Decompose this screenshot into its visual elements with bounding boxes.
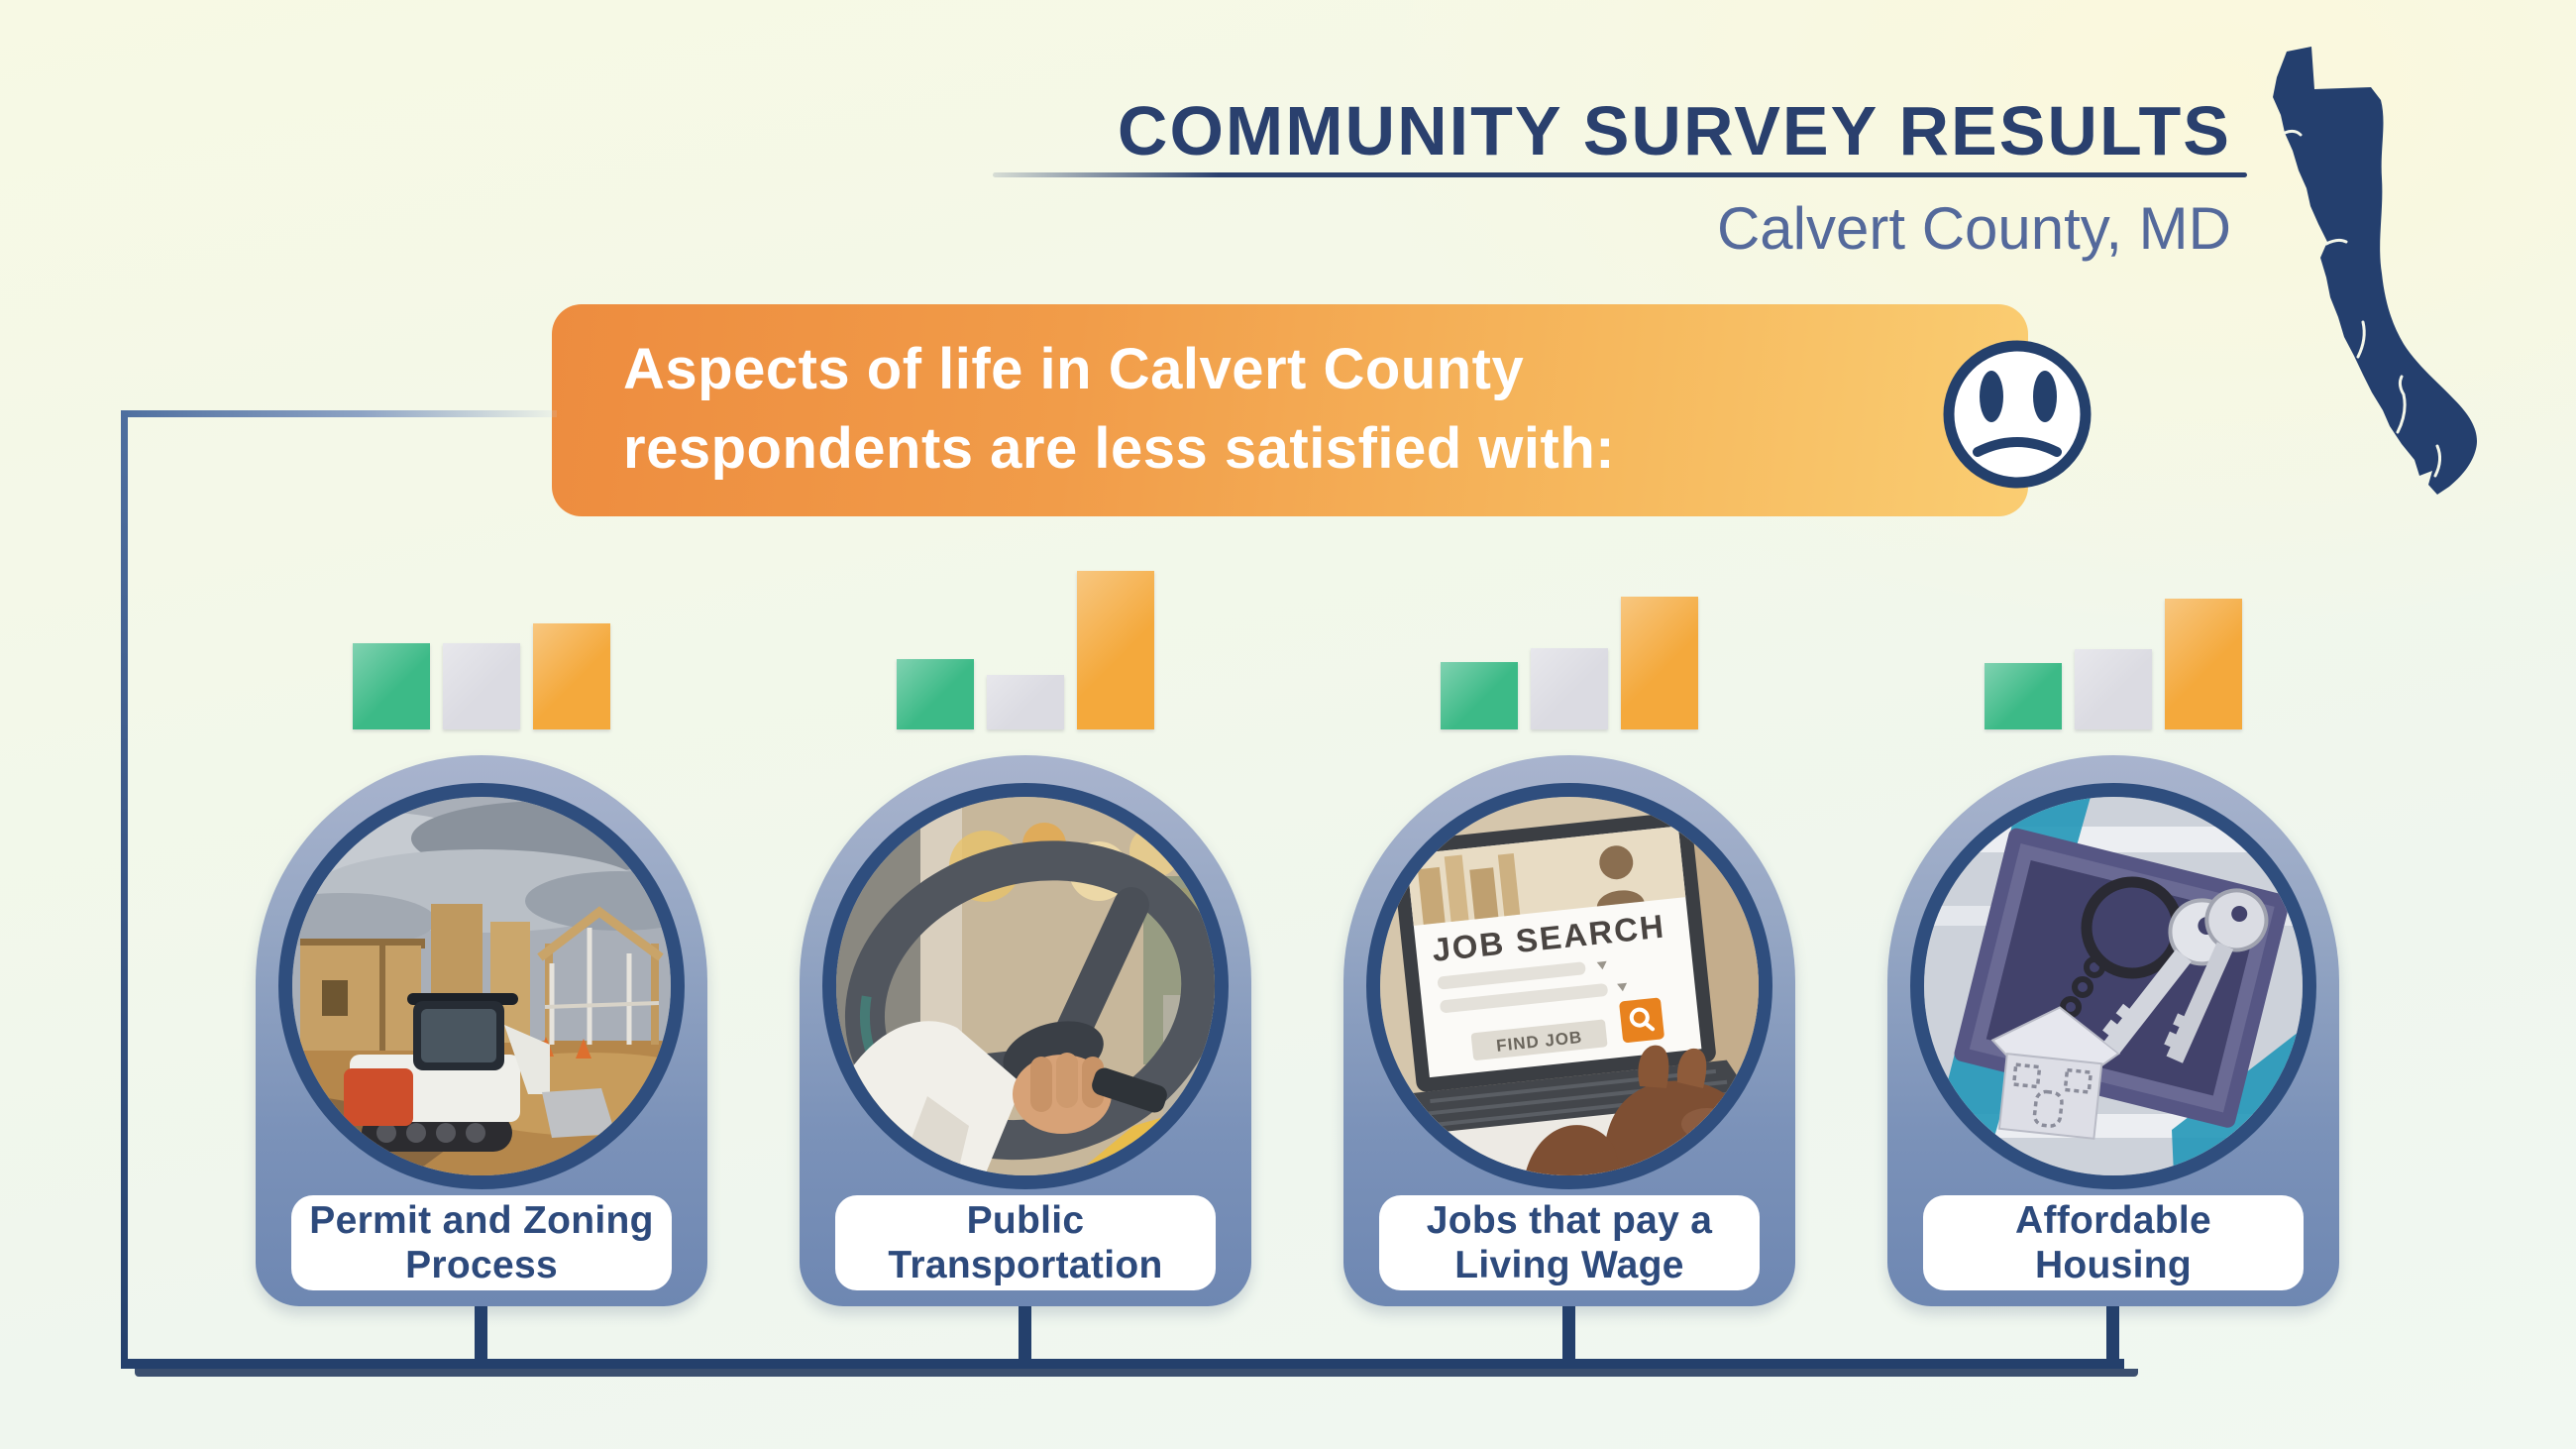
card-photo-frame: JOB SEARCH FIND JOB bbox=[1366, 783, 1772, 1189]
bar-orange bbox=[1621, 597, 1698, 729]
card-label-line-1: Public bbox=[966, 1198, 1085, 1242]
construction-site-photo bbox=[292, 797, 671, 1175]
connector-top-line bbox=[121, 410, 557, 417]
connector-bottom-line bbox=[121, 1359, 2124, 1369]
card-label-line-1: Permit and Zoning bbox=[309, 1198, 654, 1242]
card-label: Permit and Zoning Process bbox=[291, 1195, 672, 1290]
mini-bar-chart bbox=[1441, 561, 1698, 729]
headline-banner: Aspects of life in Calvert County respon… bbox=[552, 304, 2028, 516]
card-connector-stem bbox=[2106, 1306, 2119, 1368]
headline-line-1: Aspects of life in Calvert County bbox=[623, 337, 1525, 401]
card-connector-stem bbox=[475, 1306, 487, 1368]
headline-line-2: respondents are less satisfied with: bbox=[623, 416, 1616, 482]
card-photo-frame bbox=[1910, 783, 2316, 1189]
connector-left-line bbox=[121, 410, 128, 1365]
header-divider bbox=[993, 172, 2247, 177]
bar-green bbox=[897, 659, 974, 729]
bus-steering-wheel-photo bbox=[836, 797, 1215, 1175]
house-keychain-keys-photo bbox=[1924, 797, 2303, 1175]
river-inlets bbox=[2283, 129, 2442, 478]
card-public-transportation: Public Transportation bbox=[800, 561, 1251, 1369]
bar-orange bbox=[2165, 599, 2242, 729]
card-photo-frame bbox=[278, 783, 685, 1189]
card-living-wage-jobs: JOB SEARCH FIND JOB bbox=[1343, 561, 1795, 1369]
bar-orange bbox=[1077, 571, 1154, 729]
card-label-line-2: Living Wage bbox=[1454, 1244, 1684, 1286]
page-title: COMMUNITY SURVEY RESULTS bbox=[1117, 92, 2231, 169]
card-connector-stem bbox=[1019, 1306, 1031, 1368]
card-label-line-1: Jobs that pay a bbox=[1426, 1198, 1713, 1242]
card-label: Affordable Housing bbox=[1923, 1195, 2304, 1290]
bar-gray bbox=[443, 643, 520, 729]
bar-gray bbox=[987, 675, 1064, 729]
bar-gray bbox=[1531, 648, 1608, 729]
bar-gray bbox=[2075, 649, 2152, 729]
card-photo-frame bbox=[822, 783, 1229, 1189]
card-permit-zoning: Permit and Zoning Process bbox=[256, 561, 707, 1369]
bar-green bbox=[1441, 662, 1518, 729]
card-connector-stem bbox=[1562, 1306, 1575, 1368]
card-label-line-1: Affordable bbox=[2015, 1198, 2211, 1242]
card-label-line-2: Process bbox=[405, 1244, 558, 1286]
sad-face-icon bbox=[1943, 340, 2092, 489]
card-label: Jobs that pay a Living Wage bbox=[1379, 1195, 1760, 1290]
page-subtitle: Calvert County, MD bbox=[1716, 195, 2231, 262]
mini-bar-chart bbox=[897, 561, 1154, 729]
card-label: Public Transportation bbox=[835, 1195, 1216, 1290]
card-label-line-2: Transportation bbox=[888, 1244, 1163, 1286]
laptop-job-search-photo: JOB SEARCH FIND JOB bbox=[1380, 797, 1759, 1175]
card-label-line-2: Housing bbox=[2034, 1244, 2193, 1286]
bar-green bbox=[353, 643, 430, 729]
card-affordable-housing: Affordable Housing bbox=[1887, 561, 2339, 1369]
headline-text: Aspects of life in Calvert County respon… bbox=[623, 330, 1615, 489]
calvert-county-map-icon bbox=[2273, 47, 2478, 495]
connector-bottom-line-shadow bbox=[135, 1369, 2138, 1377]
mini-bar-chart bbox=[353, 561, 610, 729]
bar-orange bbox=[533, 623, 610, 729]
bar-green bbox=[1985, 663, 2062, 729]
mini-bar-chart bbox=[1985, 561, 2242, 729]
